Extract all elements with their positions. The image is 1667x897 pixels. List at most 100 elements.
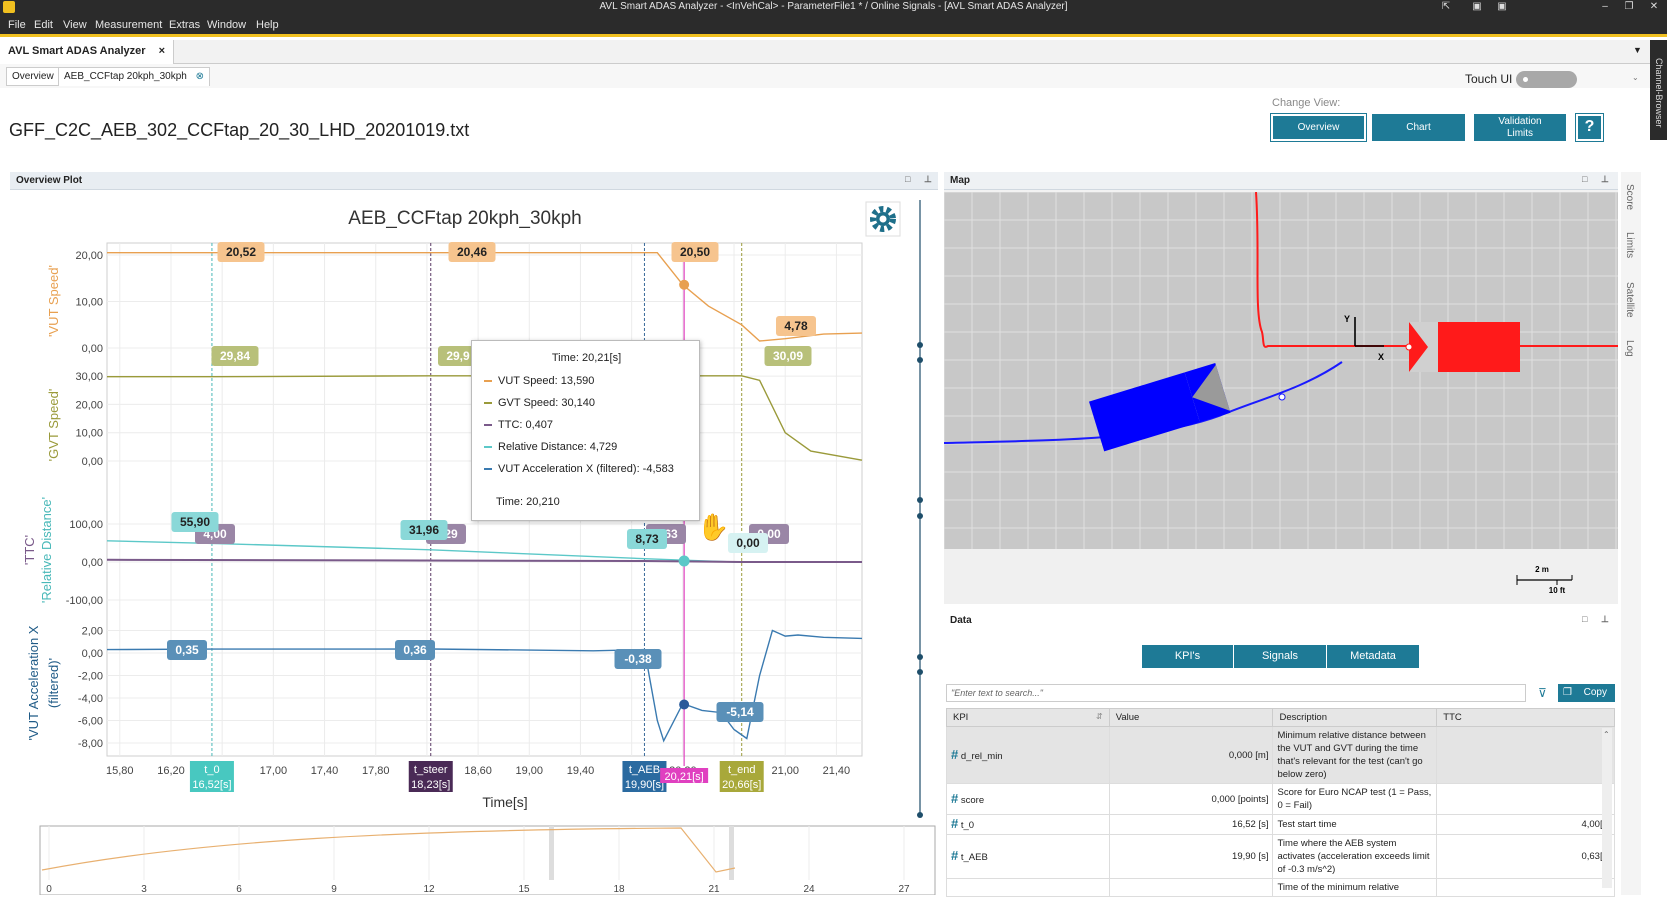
maximize-map-icon[interactable]: □: [1582, 174, 1588, 184]
navigator-tick-label: 9: [331, 884, 337, 895]
vut-speed-label-2-bg: [448, 242, 496, 262]
menu-extras[interactable]: Extras: [169, 19, 201, 31]
y-label-relative-distance: 'Relative Distance': [39, 497, 54, 603]
vut-vehicle: [1089, 362, 1231, 452]
rel-dist-label-4: 0,00: [736, 536, 760, 550]
rail-satellite[interactable]: Satellite: [1624, 282, 1635, 318]
tab-overview[interactable]: Overview: [6, 67, 60, 86]
x-tick-label: 17,40: [311, 765, 339, 777]
navigator-tick-label: 6: [236, 884, 242, 895]
maximize-icon[interactable]: ❐: [1624, 1, 1634, 12]
map-scale-ft: 10 ft: [1549, 586, 1566, 595]
pin-map-icon[interactable]: ⊥: [1601, 174, 1609, 184]
chart-title: AEB_CCFtap 20kph_30kph: [348, 208, 581, 229]
y-tick-label: -8,00: [78, 738, 103, 750]
chart-tooltip: Time: 20,21[s] VUT Speed: 13,590 GVT Spe…: [471, 340, 700, 521]
series-gvt-speed: [107, 375, 863, 461]
table-row[interactable]: # t_AEB 19,90 [s] Time where the AEB sys…: [946, 834, 1615, 879]
touch-ui-toggle[interactable]: [1516, 71, 1577, 88]
marker-time-t_0: 16,52[s]: [192, 779, 231, 791]
menu-view[interactable]: View: [63, 19, 87, 31]
ttc-cell: [1436, 783, 1615, 815]
rail-score[interactable]: Score: [1624, 184, 1635, 211]
tooltip-item-vut-accel: VUT Acceleration X (filtered): -4,583: [484, 463, 674, 475]
menu-window[interactable]: Window: [207, 19, 247, 31]
tab-aeb-ccftap-label: AEB_CCFtap 20kph_30kph: [64, 71, 187, 82]
tab-kpis[interactable]: KPI's: [1142, 645, 1233, 668]
maximize-panel-icon[interactable]: □: [905, 174, 911, 184]
table-row[interactable]: # score 0,000 [points] Score for Euro NC…: [946, 783, 1615, 815]
accel-label-4: -5,14: [726, 705, 754, 719]
y-tick-label: 20,00: [75, 250, 103, 262]
col-ttc[interactable]: TTC: [1436, 708, 1615, 727]
pin-data-icon[interactable]: ⊥: [1601, 614, 1609, 624]
overview-navigator[interactable]: [39, 825, 936, 895]
close-icon[interactable]: ✕: [1649, 1, 1659, 12]
table-row[interactable]: # t_0 16,52 [s] Test start time 4,00[s]: [946, 814, 1615, 835]
marker-name-t_0: t_0: [204, 764, 219, 776]
vut-speed-label-1-bg: [217, 242, 265, 262]
table-row[interactable]: Time of the minimum relative: [946, 878, 1615, 897]
help-button[interactable]: ?: [1575, 113, 1604, 142]
menu-measurement[interactable]: Measurement: [95, 19, 163, 31]
vut-speed-label-3: 20,50: [680, 245, 710, 259]
pin-panel-icon[interactable]: ⊥: [924, 174, 932, 184]
chart-settings-gear-icon[interactable]: [865, 201, 901, 237]
document-tab[interactable]: AVL Smart ADAS Analyzer ×: [0, 40, 175, 64]
overview-plot-title-text: Overview Plot: [16, 175, 83, 186]
gvt-vehicle: [1405, 322, 1520, 372]
window-layout-icon[interactable]: ▣: [1472, 1, 1482, 12]
close-subtab-icon[interactable]: ⊗: [195, 71, 205, 82]
table-row[interactable]: # d_rel_min 0,000 [m] Minimum relative d…: [946, 726, 1615, 784]
panel-dropdown-icon[interactable]: ⌄: [1632, 73, 1639, 82]
tab-signals[interactable]: Signals: [1234, 645, 1326, 668]
col-description[interactable]: Description: [1272, 708, 1438, 727]
app-logo-icon: [3, 1, 15, 13]
rel-dist-label-2: 31,96: [409, 523, 439, 537]
rail-limits[interactable]: Limits: [1624, 232, 1635, 259]
cursor-dot-vut-accel: [679, 699, 690, 710]
restore-icon[interactable]: ⇱: [1441, 1, 1451, 12]
ttc-cell: [1436, 878, 1615, 897]
map-canvas[interactable]: Y X 2 m 10 ft: [944, 192, 1618, 604]
col-value[interactable]: Value: [1108, 708, 1274, 727]
col-kpi[interactable]: KPI ⇵: [946, 708, 1110, 727]
accel-label-3-bg: [614, 649, 662, 669]
overview-view-button[interactable]: Overview: [1270, 113, 1367, 142]
menu-edit[interactable]: Edit: [34, 19, 53, 31]
kpi-cell: [946, 878, 1110, 897]
channel-browser-tab[interactable]: Channel-Browser: [1650, 40, 1667, 140]
kpi-search-input[interactable]: "Enter text to search...": [946, 684, 1526, 702]
map-axis-y: Y: [1344, 314, 1350, 324]
tooltip-time-footer: Time: 20,210: [496, 496, 560, 508]
chart-view-button[interactable]: Chart: [1372, 114, 1465, 141]
menu-help[interactable]: Help: [256, 19, 279, 31]
filter-icon[interactable]: ⊽: [1538, 686, 1547, 700]
validation-limits-button[interactable]: Validation Limits: [1474, 114, 1566, 141]
minimize-icon[interactable]: –: [1602, 1, 1608, 12]
close-tab-icon[interactable]: ×: [158, 45, 166, 57]
marker-name-t_end: t_end: [728, 764, 756, 776]
rail-log[interactable]: Log: [1624, 340, 1635, 357]
menu-file[interactable]: File: [8, 19, 26, 31]
gvt-trajectory: [1255, 192, 1618, 348]
x-tick-label: 18,60: [464, 765, 492, 777]
tab-aeb-ccftap[interactable]: AEB_CCFtap 20kph_30kph ⊗: [58, 67, 211, 86]
kpi-cell: # t_AEB: [946, 834, 1110, 879]
copy-button[interactable]: ❐ Copy: [1558, 684, 1615, 702]
y-label-vut-accel: 'VUT Acceleration X: [26, 625, 41, 740]
window-layout-2-icon[interactable]: ▣: [1497, 1, 1507, 12]
navigator-tick-label: 3: [141, 884, 147, 895]
kpi-table-scrollbar[interactable]: ⌃: [1602, 728, 1612, 888]
tab-metadata[interactable]: Metadata: [1327, 645, 1419, 668]
y-tick-label: 100,00: [69, 519, 103, 531]
x-axis-title: Time[s]: [482, 794, 527, 810]
navigator-tick-label: 18: [613, 884, 625, 895]
vut-speed-label-1: 20,52: [226, 245, 256, 259]
y-label-ttc: 'TTC': [22, 535, 37, 565]
sub-tab-bar: Overview AEB_CCFtap 20kph_30kph ⊗: [0, 64, 1650, 88]
maximize-data-icon[interactable]: □: [1582, 614, 1588, 624]
tab-dropdown-icon[interactable]: ▼: [1633, 45, 1642, 55]
subplot-scroll-handles[interactable]: [917, 342, 923, 818]
